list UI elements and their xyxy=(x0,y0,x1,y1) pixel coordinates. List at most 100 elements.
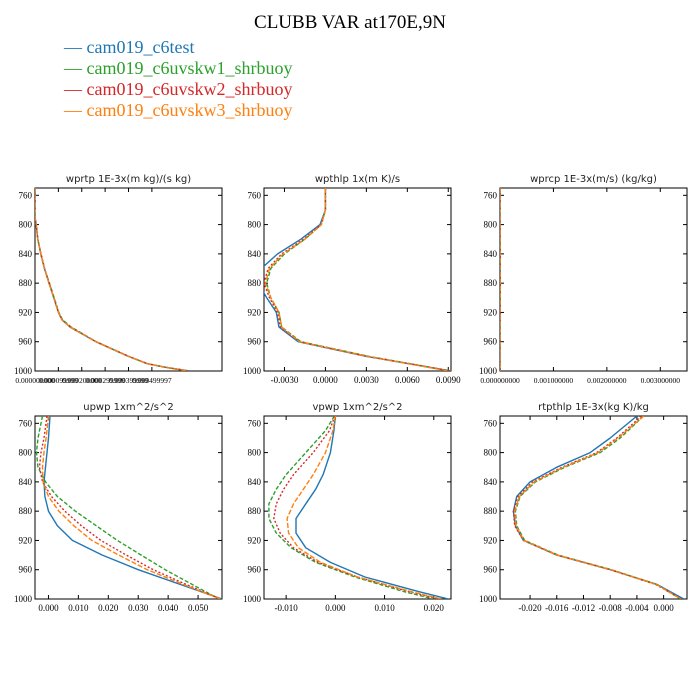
panel-title-wpthlp: wpthlp 1x(m K)/s xyxy=(315,174,400,185)
y-tick-label: 920 xyxy=(248,535,262,545)
x-tick-label: 0.000000000 xyxy=(480,376,520,385)
series-line-0 xyxy=(43,416,222,599)
y-tick-label: 800 xyxy=(19,220,33,230)
figure-title: CLUBB VAR at170E,9N xyxy=(254,12,446,33)
y-tick-label: 920 xyxy=(19,307,33,317)
panel-wprtp: wprtp 1E-3x(m kg)/(s kg) 760 800 840 880 920 9… xyxy=(14,174,223,385)
series-line-3 xyxy=(514,416,682,599)
y-tick-label: 760 xyxy=(248,190,262,200)
y-tick-label: 840 xyxy=(484,249,498,259)
legend-item-c6uvskw2: — cam019_c6uvskw2_shrbuoy xyxy=(64,79,293,99)
series-line-2 xyxy=(273,416,439,599)
series-line-0 xyxy=(35,188,190,371)
x-tick-label: 0.001000000 xyxy=(534,376,574,385)
series-line-1 xyxy=(514,416,681,599)
panel-wpthlp: wpthlp 1x(m K)/s 760 800 840 880 920 960 1000 -0… xyxy=(243,174,461,385)
plot-frame xyxy=(263,187,452,372)
panel-title-upwp: upwp 1xm^2/s^2 xyxy=(83,402,173,413)
y-tick-label: 800 xyxy=(248,448,262,458)
y-tick-label: 800 xyxy=(484,220,498,230)
panel-rtpthlp: rtpthlp 1E-3x(kg K)/kg 760 800 840 880 920 960… xyxy=(479,402,688,613)
panel-vpwp: vpwp 1xm^2/s^2 760 800 840 880 920 960 1000 -0.0… xyxy=(243,402,452,613)
series-line-2 xyxy=(35,188,190,371)
y-tick-label: 960 xyxy=(484,565,498,575)
x-tick-label: 0.003000000 xyxy=(641,376,681,385)
series-line-2 xyxy=(264,188,451,371)
x-tick-label: -0.012 xyxy=(572,603,595,613)
series-line-0 xyxy=(295,416,449,599)
y-tick-label: 960 xyxy=(19,337,33,347)
y-tick-label: 1000 xyxy=(14,366,33,376)
x-tick-label: 0.000299999 xyxy=(85,376,125,385)
x-tick-label: 0.000399999 xyxy=(109,376,149,385)
x-tick-label: 0.0060 xyxy=(395,375,420,385)
x-tick-label: 0.000000000 xyxy=(15,376,55,385)
x-tick-label: 0.000499997 xyxy=(132,376,172,385)
y-tick-label: 760 xyxy=(248,418,262,428)
panel-upwp: upwp 1xm^2/s^2 760 800 840 880 920 960 1000 0.00… xyxy=(14,402,223,613)
y-tick-label: 760 xyxy=(19,418,33,428)
x-tick-label: 0.002000000 xyxy=(587,376,627,385)
y-tick-label: 1000 xyxy=(243,594,262,604)
x-tick-label: 0.030 xyxy=(128,603,149,613)
x-tick-label: -0.008 xyxy=(599,603,623,613)
y-tick-label: 920 xyxy=(19,535,33,545)
x-tick-label: 0.010 xyxy=(374,603,395,613)
y-tick-label: 760 xyxy=(19,190,33,200)
y-tick-label: 960 xyxy=(484,337,498,347)
y-tick-label: 800 xyxy=(484,448,498,458)
y-tick-label: 960 xyxy=(248,337,262,347)
x-tick-label: 0.0000 xyxy=(313,375,338,385)
y-tick-label: 920 xyxy=(484,535,498,545)
panel-title-vpwp: vpwp 1xm^2/s^2 xyxy=(312,402,402,413)
plot-frame xyxy=(499,415,688,600)
plot-frame xyxy=(34,187,223,372)
y-tick-label: 880 xyxy=(248,506,262,516)
plot-frame xyxy=(34,415,223,600)
y-tick-label: 1000 xyxy=(243,366,262,376)
x-tick-label: -0.010 xyxy=(275,603,299,613)
x-tick-label: 0.020 xyxy=(424,603,445,613)
x-tick-label: -0.016 xyxy=(545,603,569,613)
x-tick-label: 0.050 xyxy=(188,603,209,613)
y-tick-label: 840 xyxy=(484,477,498,487)
y-tick-label: 920 xyxy=(248,307,262,317)
panel-wprcp: wprcp 1E-3x(m/s) (kg/kg) 760 800 840 880 920 9… xyxy=(479,174,688,385)
y-tick-label: 880 xyxy=(484,278,498,288)
series-line-0 xyxy=(264,188,451,371)
x-tick-label: 0.020 xyxy=(98,603,119,613)
series-line-3 xyxy=(286,416,442,599)
y-tick-label: 880 xyxy=(248,278,262,288)
y-tick-label: 840 xyxy=(19,477,33,487)
legend-item-c6uvskw1: — cam019_c6uvskw1_shrbuoy xyxy=(64,58,293,78)
y-tick-label: 1000 xyxy=(14,594,33,604)
y-tick-label: 1000 xyxy=(479,366,498,376)
y-tick-label: 840 xyxy=(248,249,262,259)
legend-item-c6test: — cam019_c6test xyxy=(64,37,195,57)
y-tick-label: 840 xyxy=(19,249,33,259)
x-tick-label: -0.0030 xyxy=(271,375,299,385)
y-tick-label: 880 xyxy=(19,506,33,516)
y-tick-label: 800 xyxy=(19,448,33,458)
y-tick-label: 840 xyxy=(248,477,262,487)
y-tick-label: 920 xyxy=(484,307,498,317)
plot-frame xyxy=(499,187,688,372)
x-tick-label: 0.000 xyxy=(325,603,346,613)
legend: — cam019_c6test — cam019_c6uvskw1_shrbuo… xyxy=(64,37,292,121)
x-tick-label: 0.000099999 xyxy=(39,376,79,385)
x-tick-label: 0.040 xyxy=(158,603,179,613)
panel-title-wprtp: wprtp 1E-3x(m kg)/(s kg) xyxy=(66,174,191,185)
y-tick-label: 760 xyxy=(484,190,498,200)
y-tick-label: 1000 xyxy=(479,594,498,604)
plot-frame xyxy=(263,415,452,600)
x-tick-label: 0.0030 xyxy=(354,375,379,385)
series-line-1 xyxy=(266,188,451,371)
x-tick-label: 0.0090 xyxy=(436,375,461,385)
x-tick-label: 0.000 xyxy=(654,603,675,613)
series-line-0 xyxy=(512,416,685,599)
series-line-3 xyxy=(264,188,449,371)
x-tick-label: 0.000200000 xyxy=(62,376,102,385)
series-line-3 xyxy=(35,188,189,371)
y-tick-label: 960 xyxy=(19,565,33,575)
series-line-1 xyxy=(35,416,220,599)
